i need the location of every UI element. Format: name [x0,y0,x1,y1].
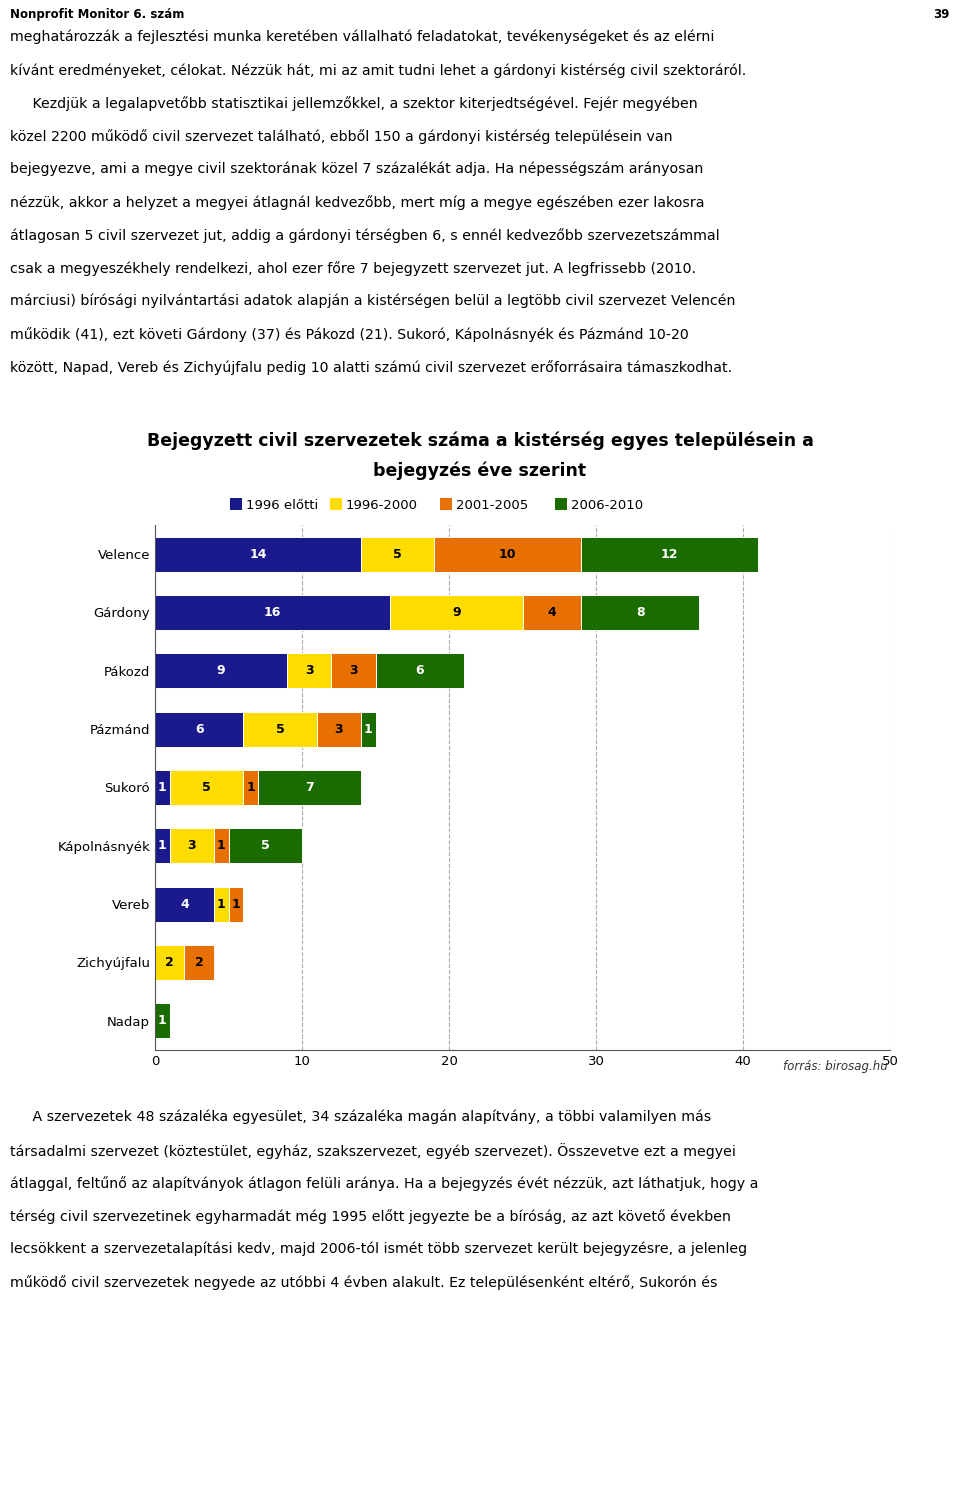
Bar [243,771,258,805]
Text: kívánt eredményeket, célokat. Nézzük hát, mi az amit tudni lehet a gárdonyi kist: kívánt eredményeket, célokat. Nézzük hát… [10,63,746,77]
Text: 5: 5 [261,840,270,852]
Bar [243,712,317,746]
Text: közel 2200 működő civil szervezet található, ebből 150 a gárdonyi kistérség tele: közel 2200 működő civil szervezet találh… [10,129,673,144]
Text: meghatározzák a fejlesztési munka keretében vállalható feladatokat, tevékenysége: meghatározzák a fejlesztési munka kereté… [10,30,714,45]
Text: Bejegyzett civil szervezetek száma a kistérség egyes településein a: Bejegyzett civil szervezetek száma a kis… [147,432,813,450]
Text: 2001-2005: 2001-2005 [456,500,528,512]
Bar [375,653,464,688]
Text: 1: 1 [217,840,226,852]
Bar [155,653,287,688]
Bar [390,594,522,631]
Text: 16: 16 [264,607,281,619]
Text: 2: 2 [195,956,204,969]
Text: 1: 1 [246,781,255,795]
Text: 14: 14 [250,548,267,561]
Text: átlagosan 5 civil szervezet jut, addig a gárdonyi térségben 6, s ennél kedvezőbb: átlagosan 5 civil szervezet jut, addig a… [10,227,720,242]
Bar [258,771,361,805]
Text: 5: 5 [202,781,211,795]
Text: csak a megyeszékhely rendelkezi, ahol ezer főre 7 bejegyzett szervezet jut. A le: csak a megyeszékhely rendelkezi, ahol ez… [10,260,696,275]
Bar [582,537,757,572]
Bar [214,886,228,921]
Bar [155,945,184,980]
Text: forrás: birosag.hu: forrás: birosag.hu [783,1060,888,1073]
Bar [582,594,699,631]
Text: 9: 9 [452,607,461,619]
Bar [317,712,361,746]
Text: nézzük, akkor a helyzet a megyei átlagnál kedvezőbb, mert míg a megye egészében : nézzük, akkor a helyzet a megyei átlagná… [10,196,705,209]
Bar [434,537,582,572]
Bar [155,828,170,864]
Text: 10: 10 [499,548,516,561]
Bar [155,1004,170,1038]
Text: 4: 4 [547,607,556,619]
Text: bejegyezve, ami a megye civil szektorának közel 7 százalékát adja. Ha népességsz: bejegyezve, ami a megye civil szektorána… [10,163,704,176]
Text: Nonprofit Monitor 6. szám: Nonprofit Monitor 6. szám [10,8,184,21]
Bar [361,712,375,746]
Bar [522,594,582,631]
Text: között, Napad, Vereb és Zichyújfalu pedig 10 alatti számú civil szervezet erőfor: között, Napad, Vereb és Zichyújfalu pedi… [10,360,732,375]
Text: térség civil szervezetinek egyharmadát még 1995 előtt jegyezte be a bíróság, az : térség civil szervezetinek egyharmadát m… [10,1209,731,1224]
Text: 1: 1 [158,840,167,852]
Text: 4: 4 [180,897,189,911]
Bar [155,886,214,921]
Bar [361,537,434,572]
Bar [287,653,331,688]
Text: lecsökkent a szervezetalapítási kedv, majd 2006-tól ismét több szervezet került : lecsökkent a szervezetalapítási kedv, ma… [10,1242,747,1257]
Bar [155,771,170,805]
Bar [170,828,214,864]
Text: működik (41), ezt követi Gárdony (37) és Pákozd (21). Sukoró, Kápolnásnyék és Pá: működik (41), ezt követi Gárdony (37) és… [10,327,688,342]
Text: 6: 6 [195,722,204,736]
Text: 1: 1 [364,722,372,736]
Text: 1: 1 [231,897,240,911]
Text: 7: 7 [305,781,314,795]
Bar [214,828,228,864]
Bar [184,945,214,980]
Text: társadalmi szervezet (köztestület, egyház, szakszervezet, egyéb szervezet). Össz: társadalmi szervezet (köztestület, egyhá… [10,1142,736,1159]
Text: 8: 8 [636,607,644,619]
Bar [155,537,361,572]
Text: 1996 előtti: 1996 előtti [246,500,319,512]
Text: 1996-2000: 1996-2000 [346,500,418,512]
Bar [331,653,375,688]
Text: 5: 5 [394,548,402,561]
Bar [155,594,390,631]
Text: 2006-2010: 2006-2010 [571,500,643,512]
Bar [155,712,243,746]
Text: 6: 6 [416,664,424,677]
Text: 12: 12 [660,548,679,561]
Text: 2: 2 [165,956,174,969]
Text: 39: 39 [934,8,950,21]
Bar [228,886,243,921]
Text: 1: 1 [158,781,167,795]
Bar [170,771,243,805]
Text: 9: 9 [217,664,226,677]
Text: 1: 1 [217,897,226,911]
Text: 3: 3 [349,664,358,677]
Bar [228,828,302,864]
Text: A szervezetek 48 százaléka egyesület, 34 százaléka magán alapítvány, a többi val: A szervezetek 48 százaléka egyesület, 34… [10,1111,711,1124]
Text: 1: 1 [158,1014,167,1028]
Text: működő civil szervezetek negyede az utóbbi 4 évben alakult. Ez településenként e: működő civil szervezetek negyede az utób… [10,1275,717,1290]
Text: 3: 3 [334,722,343,736]
Text: átlaggal, feltűnő az alapítványok átlagon felüli aránya. Ha a bejegyzés évét néz: átlaggal, feltűnő az alapítványok átlago… [10,1175,758,1190]
Text: 5: 5 [276,722,284,736]
Text: 3: 3 [305,664,314,677]
Text: bejegyzés éve szerint: bejegyzés éve szerint [373,462,587,480]
Text: márciusi) bírósági nyilvántartási adatok alapján a kistérségen belül a legtöbb c: márciusi) bírósági nyilvántartási adatok… [10,293,735,309]
Text: 3: 3 [187,840,196,852]
Text: Kezdjük a legalapvetőbb statisztikai jellemzőkkel, a szektor kiterjedtségével. F: Kezdjük a legalapvetőbb statisztikai jel… [10,96,698,111]
